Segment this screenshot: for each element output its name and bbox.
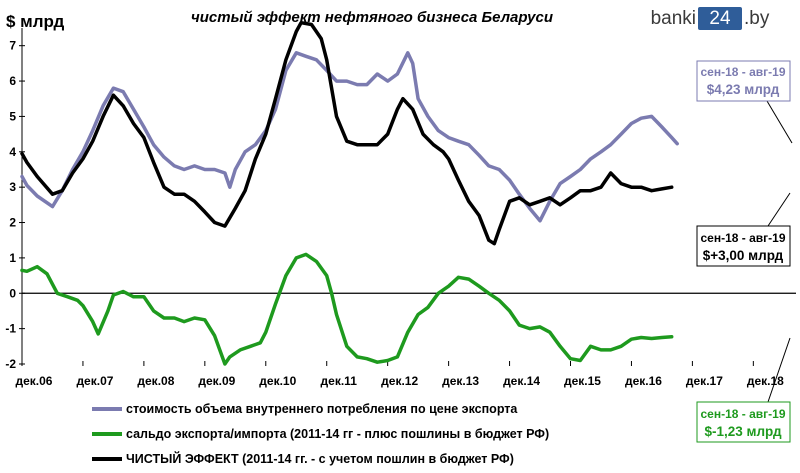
annotation-value-net-effect: $+3,00 млрд (703, 248, 784, 263)
y-tick-label: 0 (9, 286, 16, 300)
legend-label-net-effect: ЧИСТЫЙ ЭФФЕКТ (2011-14 гг. - с учетом по… (126, 451, 514, 466)
series-line-export-value (20, 51, 679, 223)
y-tick-label: 3 (9, 180, 16, 194)
legend-label-export-value: стоимость объема внутреннего потребления… (126, 402, 518, 416)
x-tick-label: дек.15 (564, 374, 601, 388)
x-tick-label: дек.11 (321, 374, 358, 388)
annotation-value-export-value: $4,23 млрд (707, 82, 780, 97)
x-tick-label: дек.10 (259, 374, 296, 388)
legend-label-trade-balance: сальдо экспорта/импорта (2011-14 гг - пл… (126, 427, 549, 441)
y-tick-label: 6 (9, 74, 16, 88)
annotation-trade-balance: сен-18 - авг-19 $-1,23 млрд (696, 337, 791, 443)
logo-suffix: .by (744, 8, 770, 29)
y-tick-label: -1 (5, 322, 16, 336)
logo-prefix: banki (651, 8, 696, 29)
x-tick-label: дек.07 (76, 374, 113, 388)
logo-number-box (698, 7, 742, 30)
logo-number: 24 (709, 8, 731, 29)
annotation-box-export-value (696, 60, 791, 102)
legend: стоимость объема внутреннего потребления… (92, 402, 549, 466)
annotation-net-effect: сен-18 - авг-19 $+3,00 млрд (696, 192, 791, 267)
x-tick-label: дек.12 (381, 374, 418, 388)
y-tick-label: 4 (9, 145, 16, 159)
annotation-box-net-effect (696, 225, 791, 267)
x-axis: дек.06 дек.07 дек.08 дек.09 дек.10 дек.11 дек.… (16, 292, 796, 388)
x-tick-label: дек.18 (747, 374, 784, 388)
series-line-net-effect (20, 20, 674, 246)
x-tick-label: дек.06 (16, 374, 53, 388)
x-tick-label: дек.13 (442, 374, 479, 388)
annotation-period-export-value: сен-18 - авг-19 (701, 65, 786, 79)
x-tick-label: дек.14 (503, 374, 540, 388)
annotation-pointer-net-effect (767, 192, 791, 227)
y-axis: -2 -1 0 1 2 3 4 5 6 7 (5, 28, 25, 371)
y-tick-label: 7 (9, 39, 16, 53)
x-tick-label: дек.17 (686, 374, 723, 388)
annotation-period-net-effect: сен-18 - авг-19 (701, 231, 786, 245)
y-tick-label: 5 (9, 109, 16, 123)
y-tick-label: 1 (9, 251, 16, 265)
annotation-value-trade-balance: $-1,23 млрд (704, 424, 782, 439)
series-line-trade-balance (20, 252, 674, 366)
y-tick-label: 2 (9, 216, 16, 230)
logo: banki 24 .by (651, 7, 770, 30)
x-tick-label: дек.08 (137, 374, 174, 388)
annotation-box-trade-balance (696, 401, 791, 443)
x-tick-label: дек.09 (198, 374, 235, 388)
annotation-pointer-trade-balance (767, 337, 791, 403)
unit-label: $ млрд (6, 12, 65, 31)
annotation-pointer-export-value (766, 100, 793, 144)
series-layer (20, 20, 679, 366)
chart-title: чистый эффект нефтяного бизнеса Беларуси (191, 9, 553, 26)
x-tick-label: дек.16 (625, 374, 662, 388)
annotation-export-value: сен-18 - авг-19 $4,23 млрд (696, 60, 793, 144)
y-tick-label: -2 (5, 357, 16, 371)
annotation-period-trade-balance: сен-18 - авг-19 (701, 407, 786, 421)
